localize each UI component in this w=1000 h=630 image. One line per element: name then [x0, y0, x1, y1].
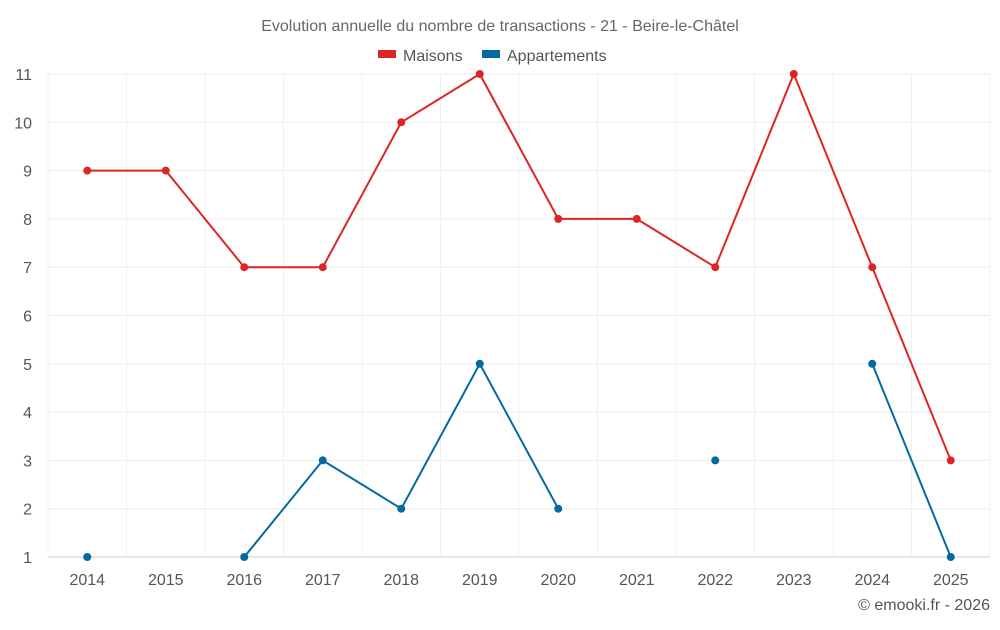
data-point: [554, 504, 563, 513]
x-tick-label: 2019: [462, 572, 498, 589]
credit-text: © emooki.fr - 2026: [858, 597, 990, 614]
y-tick-label: 3: [23, 453, 32, 470]
x-tick-label: 2016: [226, 572, 262, 589]
data-point: [789, 70, 798, 78]
x-tick-label: 2025: [933, 572, 969, 589]
data-point: [318, 456, 327, 465]
legend-swatch: [378, 50, 396, 58]
data-point: [240, 263, 249, 272]
x-tick-label: 2023: [776, 572, 812, 589]
data-point: [397, 504, 406, 513]
data-point: [83, 166, 92, 175]
data-point: [946, 553, 955, 561]
data-point: [711, 263, 720, 272]
data-point: [711, 456, 720, 465]
data-point: [240, 553, 249, 561]
x-tick-label: 2020: [540, 572, 576, 589]
data-point: [318, 263, 327, 272]
x-tick-label: 2018: [383, 572, 419, 589]
data-point: [868, 263, 877, 272]
data-point: [946, 456, 955, 465]
legend-label: Appartements: [507, 48, 607, 65]
x-tick-label: 2015: [148, 572, 184, 589]
x-tick-label: 2022: [697, 572, 733, 589]
axes: 1 2 3 4 5 6 7 8 9 10 11 2014 2015 2016 2017 2018 2019 202…: [14, 67, 968, 589]
series-line: [871, 363, 952, 558]
y-tick-label: 11: [15, 67, 32, 84]
chart-title: Evolution annuelle du nombre de transact…: [261, 18, 739, 35]
x-tick-label: 2017: [305, 572, 341, 589]
data-point: [632, 214, 641, 223]
y-tick-label: 2: [23, 502, 32, 519]
x-tick-label: 2021: [619, 572, 655, 589]
data-point: [397, 118, 406, 127]
series-appartements: [83, 359, 955, 561]
y-tick-label: 5: [23, 357, 32, 374]
series-maisons: [83, 70, 955, 465]
y-tick-label: 10: [14, 115, 32, 132]
legend-swatch: [482, 50, 500, 58]
legend-label: Maisons: [403, 48, 463, 65]
y-tick-label: 4: [23, 405, 32, 422]
y-tick-label: 7: [23, 260, 32, 277]
data-point: [83, 553, 92, 561]
data-point: [475, 359, 484, 368]
y-tick-label: 1: [23, 550, 32, 567]
series-group: [83, 70, 955, 561]
series-line: [87, 71, 952, 461]
data-point: [161, 166, 170, 175]
x-tick-label: 2014: [69, 572, 105, 589]
grid: [47, 73, 991, 558]
data-point: [475, 70, 484, 78]
y-tick-label: 6: [23, 309, 32, 326]
y-tick-label: 9: [23, 164, 32, 181]
data-point: [554, 214, 563, 223]
x-tick-label: 2024: [854, 572, 890, 589]
legend: Maisons Appartements: [378, 48, 607, 65]
data-point: [868, 359, 877, 368]
y-tick-label: 8: [23, 212, 32, 229]
